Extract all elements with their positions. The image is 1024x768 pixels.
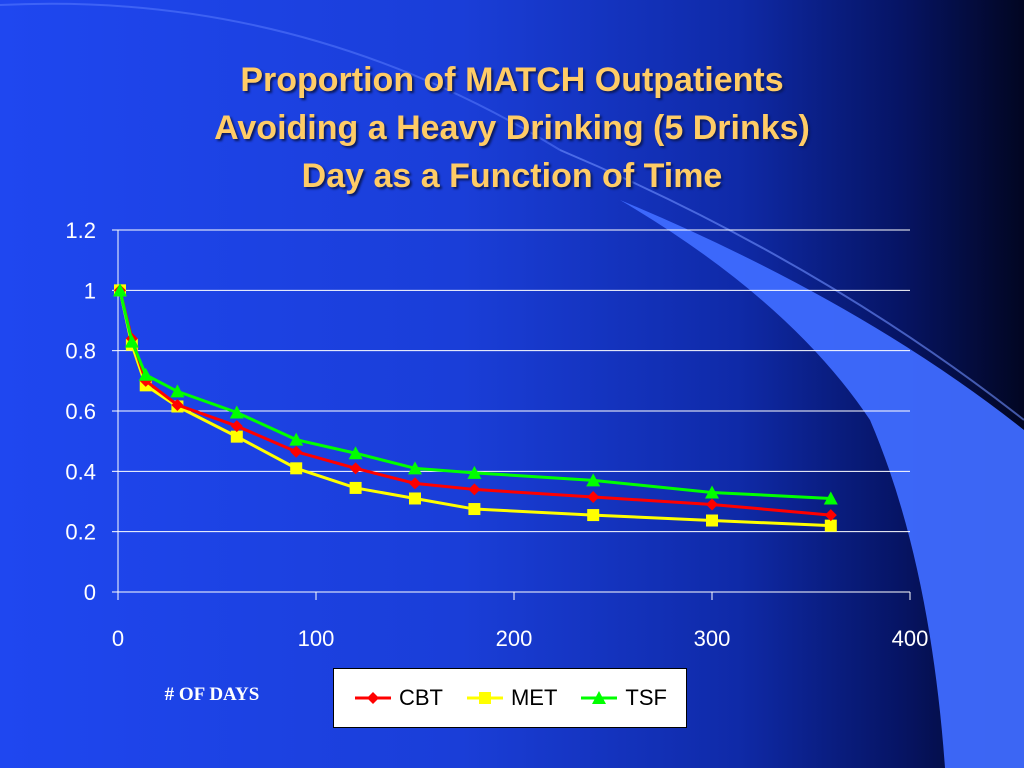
series — [112, 283, 838, 532]
title-line: Proportion of MATCH Outpatients — [240, 61, 784, 99]
data-point-tsf — [408, 461, 422, 475]
data-point-cbt — [230, 420, 243, 433]
data-point-cbt — [409, 477, 421, 490]
y-tick-label: 1.2 — [65, 218, 96, 243]
data-point-tsf — [229, 405, 244, 419]
data-point-tsf — [170, 384, 185, 398]
chart-title: Proportion of MATCH Outpatients Avoiding… — [60, 56, 964, 200]
data-point-tsf — [705, 485, 719, 499]
data-point-cbt — [468, 483, 481, 496]
legend-item-tsf: TSF — [579, 685, 667, 711]
y-tick-label: 0 — [84, 580, 96, 605]
title-line: Day as a Function of Time — [301, 157, 723, 195]
legend-swatch-cbt — [354, 692, 391, 704]
data-point-met — [230, 430, 243, 443]
data-point-tsf — [289, 432, 304, 446]
data-point-tsf — [586, 473, 601, 487]
legend-label: TSF — [625, 685, 667, 710]
data-point-tsf — [823, 491, 838, 505]
series-cbt — [113, 284, 837, 522]
data-point-cbt — [171, 398, 184, 411]
data-point-met — [706, 514, 718, 527]
data-point-tsf — [124, 334, 139, 348]
legend-label: CBT — [398, 685, 443, 710]
tick-labels: 0 0.2 0.4 0.6 0.8 1 1.2 0 100 200 300 400 — [65, 218, 928, 651]
data-point-met — [409, 492, 421, 505]
x-tick-label: 400 — [892, 626, 929, 651]
data-point-met — [468, 503, 481, 516]
x-tick-label: 300 — [694, 626, 731, 651]
x-axis-label: # OF DAYS — [164, 684, 260, 705]
legend-swatch-tsf — [581, 691, 618, 704]
y-tick-label: 1 — [84, 278, 96, 303]
data-point-met — [824, 519, 837, 532]
x-tick-label: 0 — [112, 626, 124, 651]
legend-label: MET — [510, 685, 558, 710]
legend-marker — [366, 692, 379, 704]
data-point-met — [587, 509, 600, 522]
legend-swatch-met — [466, 692, 503, 704]
data-point-cbt — [587, 490, 600, 503]
legend: CBT MET TSF — [333, 668, 687, 728]
data-point-cbt — [706, 498, 718, 511]
x-tick-label: 200 — [496, 626, 533, 651]
data-point-met — [290, 462, 303, 475]
y-tick-label: 0.6 — [65, 399, 96, 424]
series-line-tsf — [118, 289, 831, 500]
series-line-cbt — [118, 289, 831, 517]
y-tick-label: 0.2 — [65, 520, 96, 545]
x-tick-label: 100 — [298, 626, 335, 651]
data-point-cbt — [290, 445, 303, 458]
legend-marker — [478, 692, 491, 704]
gridlines — [118, 229, 910, 533]
data-point-cbt — [824, 509, 837, 522]
legend-item-met: MET — [465, 685, 557, 711]
data-point-tsf — [348, 446, 363, 460]
data-point-cbt — [349, 462, 362, 475]
y-tick-label: 0.8 — [65, 339, 96, 364]
data-point-met — [349, 481, 362, 494]
legend-item-cbt: CBT — [353, 685, 443, 711]
series-tsf — [112, 283, 838, 505]
data-point-tsf — [138, 367, 153, 381]
data-point-tsf — [112, 283, 127, 297]
legend-marker — [592, 691, 607, 704]
y-tick-label: 0.4 — [65, 459, 96, 484]
title-line: Avoiding a Heavy Drinking (5 Drinks) — [214, 109, 810, 147]
data-point-tsf — [467, 465, 482, 479]
